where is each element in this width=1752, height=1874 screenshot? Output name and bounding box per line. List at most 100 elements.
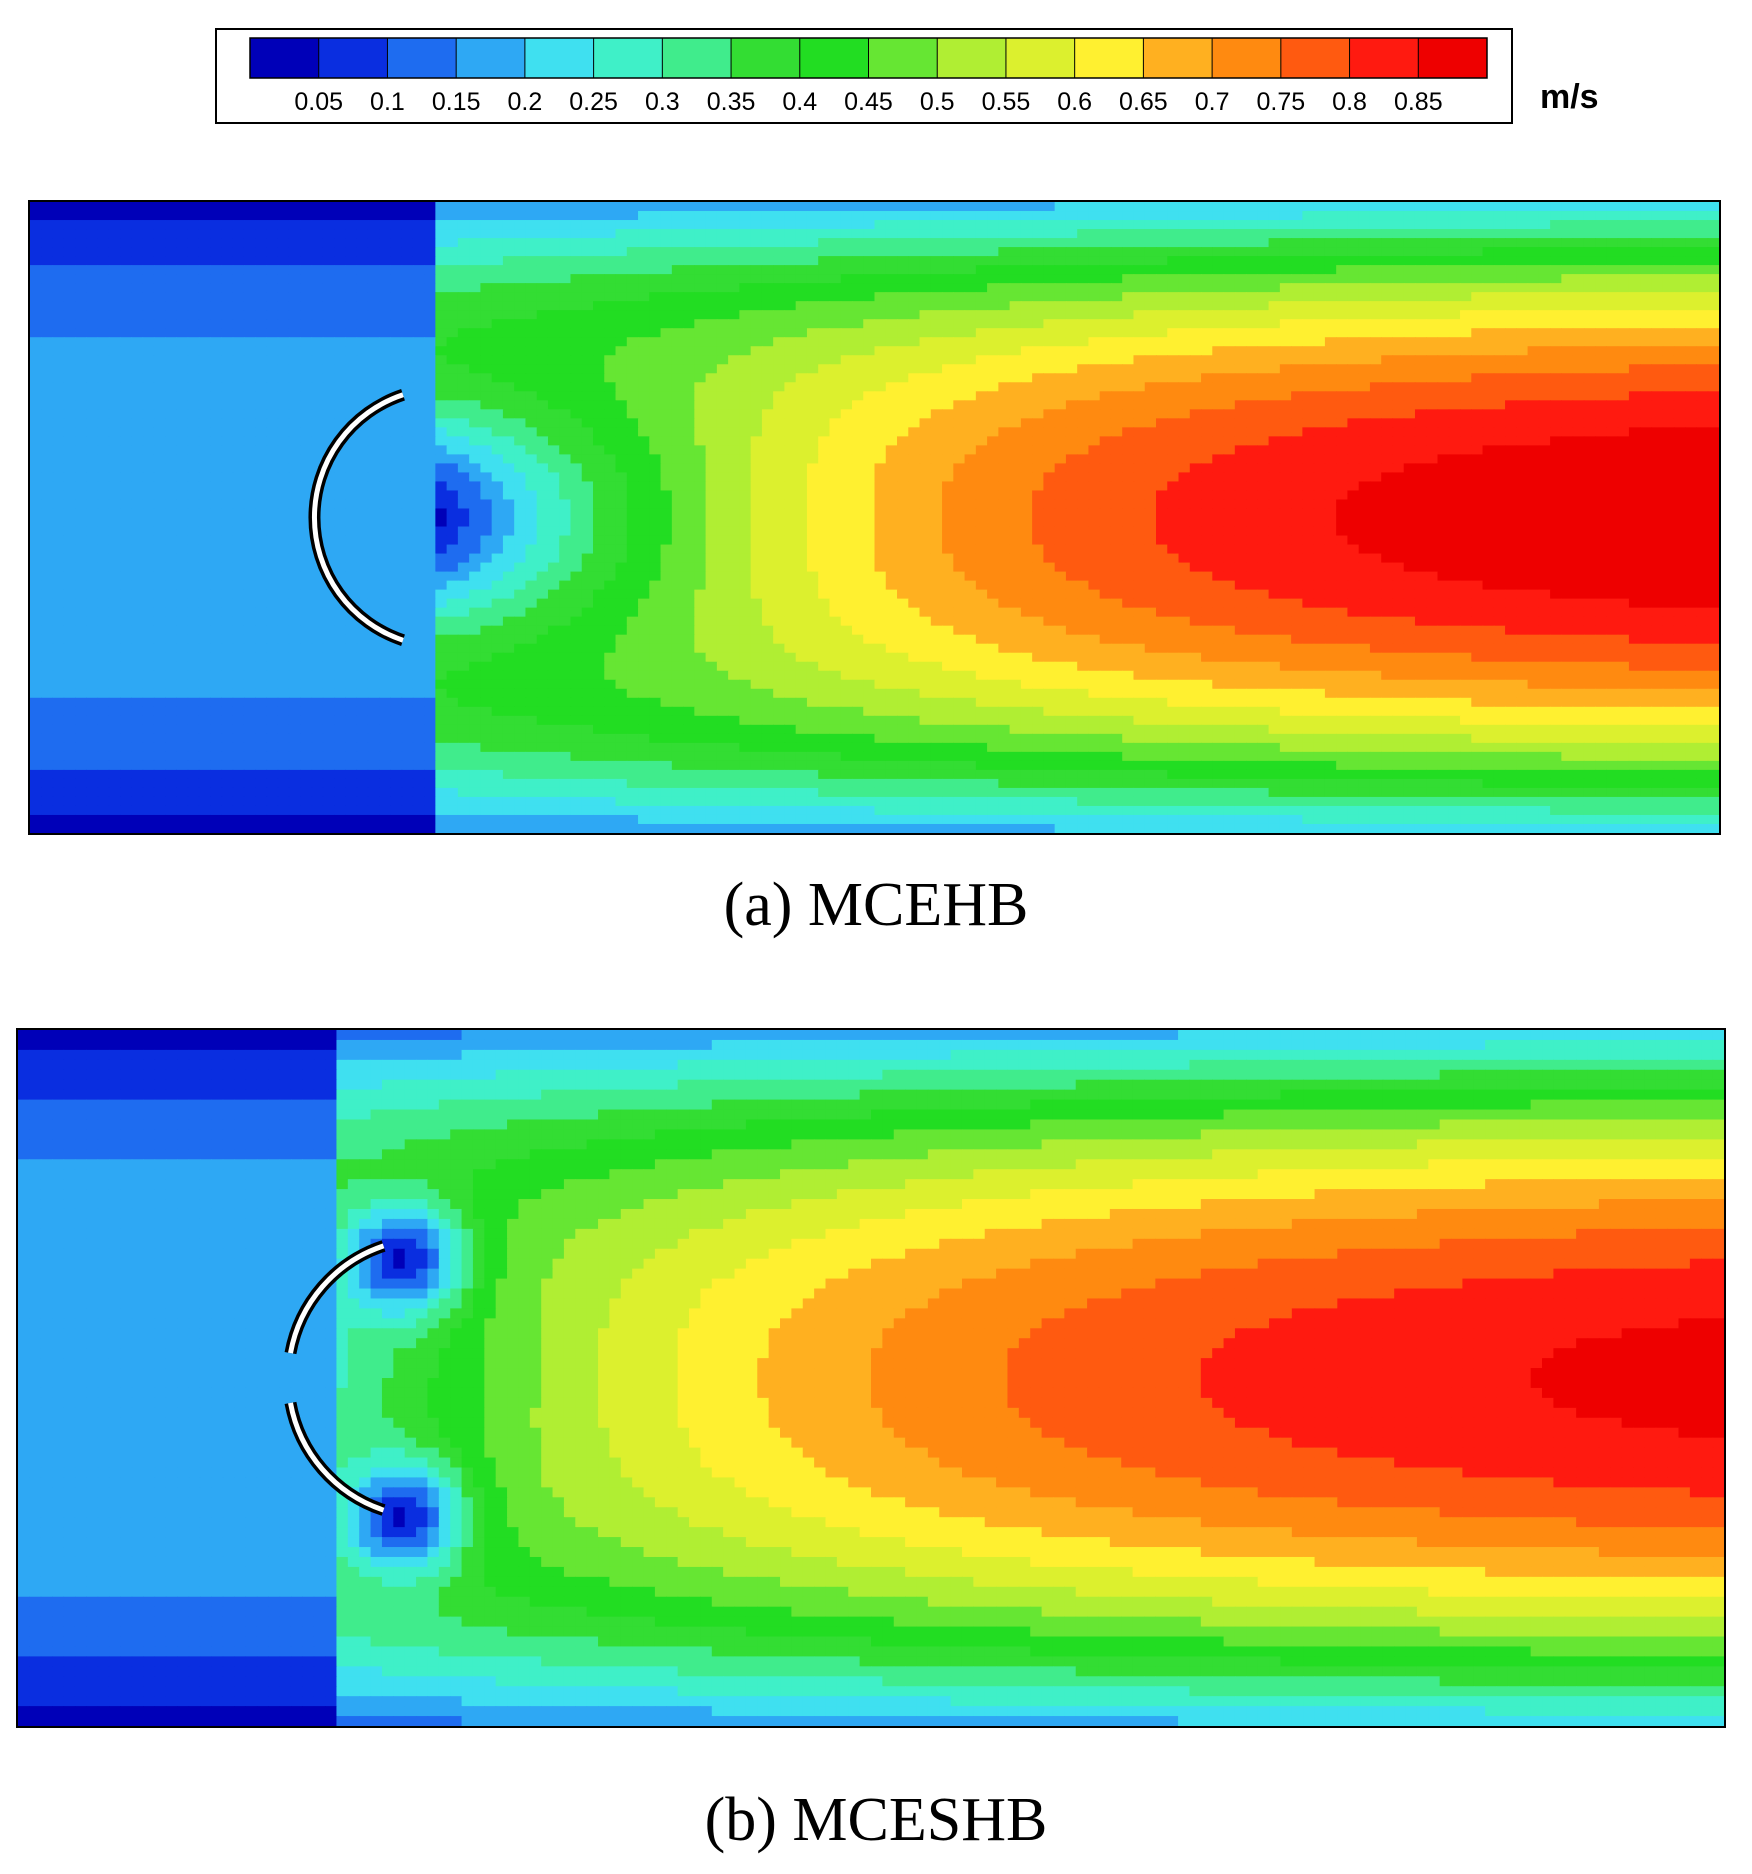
panel-a-cell	[401, 265, 414, 275]
panel-a-cell	[266, 454, 279, 465]
panel-a-cell	[300, 490, 313, 501]
panel-a-cell	[457, 301, 470, 311]
panel-a-cell	[1279, 229, 1292, 239]
panel-a-cell	[1583, 427, 1596, 437]
panel-a-cell	[1583, 490, 1596, 501]
panel-a-cell	[1257, 445, 1270, 455]
panel-a-cell	[1381, 337, 1394, 347]
panel-a-cell	[1279, 256, 1292, 266]
panel-a-cell	[728, 310, 740, 320]
panel-a-cell	[1583, 454, 1596, 465]
panel-a-cell	[232, 247, 245, 257]
panel-a-cell	[457, 418, 470, 428]
panel-a-cell	[840, 364, 853, 374]
panel-a-cell	[75, 481, 87, 492]
panel-a-cell	[1178, 481, 1191, 492]
panel-a-cell	[671, 337, 684, 347]
panel-a-cell	[750, 454, 763, 465]
panel-a-cell	[300, 328, 313, 338]
panel-a-cell	[255, 454, 268, 465]
panel-a-cell	[1583, 274, 1596, 284]
panel-a-cell	[716, 346, 729, 356]
panel-a-cell	[1043, 202, 1056, 212]
panel-a-cell	[165, 301, 177, 311]
panel-a-cell	[1077, 319, 1090, 329]
panel-a-cell	[1628, 400, 1641, 410]
panel-a-cell	[30, 301, 42, 311]
panel-a-cell	[1493, 481, 1506, 492]
panel-a-cell	[243, 292, 256, 302]
panel-a-cell	[694, 463, 707, 474]
panel-a-cell	[210, 238, 223, 248]
panel-a-cell	[1133, 490, 1146, 501]
panel-a-cell	[1246, 319, 1258, 329]
panel-a-cell	[266, 319, 279, 329]
panel-a-cell	[1460, 373, 1472, 383]
panel-a-cell	[1032, 301, 1044, 311]
panel-a-cell	[446, 454, 459, 465]
panel-a-cell	[176, 220, 189, 230]
panel-a-cell	[75, 418, 87, 428]
panel-a-cell	[1707, 418, 1719, 428]
panel-a-cell	[1651, 346, 1664, 356]
panel-a-cell	[446, 418, 459, 428]
panel-a-cell	[818, 472, 831, 483]
panel-a-cell	[593, 256, 605, 266]
panel-a-cell	[277, 301, 290, 311]
panel-a-cell	[424, 319, 436, 329]
panel-a-cell	[86, 274, 99, 284]
panel-a-cell	[795, 400, 808, 410]
panel-a-cell	[345, 490, 358, 501]
panel-a-cell	[1606, 409, 1619, 419]
panel-a-cell	[851, 247, 864, 257]
panel-a-cell	[514, 238, 527, 248]
panel-a-cell	[1133, 202, 1146, 212]
panel-a-cell	[435, 355, 448, 365]
panel-a-cell	[829, 211, 842, 221]
panel-a-cell	[671, 445, 684, 455]
panel-a-cell	[570, 265, 583, 275]
panel-a-cell	[1077, 337, 1090, 347]
panel-a-cell	[851, 391, 864, 401]
panel-a-cell	[806, 391, 819, 401]
panel-a-cell	[570, 400, 583, 410]
panel-a-cell	[1516, 463, 1529, 474]
panel-a-cell	[435, 472, 448, 483]
panel-a-cell	[356, 490, 369, 501]
panel-a-cell	[626, 256, 639, 266]
panel-a-cell	[41, 211, 54, 221]
panel-a-cell	[1020, 409, 1033, 419]
panel-a-cell	[514, 319, 527, 329]
panel-a-cell	[705, 409, 718, 419]
panel-a-cell	[1302, 310, 1315, 320]
panel-a-cell	[1291, 418, 1303, 428]
panel-a-cell	[131, 256, 144, 266]
panel-a-cell	[536, 364, 549, 374]
panel-a-cell	[874, 400, 887, 410]
panel-a-cell	[97, 472, 110, 483]
panel-a-cell	[739, 256, 752, 266]
panel-a-cell	[1437, 472, 1450, 483]
panel-a-cell	[829, 427, 842, 437]
panel-a-cell	[356, 310, 369, 320]
panel-a-cell	[750, 427, 763, 437]
panel-a-cell	[739, 463, 752, 474]
panel-a-cell	[1234, 472, 1247, 483]
panel-a-cell	[1054, 445, 1067, 455]
panel-a-cell	[255, 211, 268, 221]
panel-a-cell	[930, 337, 943, 347]
panel-a-cell	[457, 292, 470, 302]
panel-a-cell	[1606, 445, 1619, 455]
panel-a-cell	[773, 238, 786, 248]
panel-a-cell	[63, 238, 76, 248]
panel-a-cell	[1144, 265, 1157, 275]
panel-a-cell	[1628, 481, 1641, 492]
panel-a-cell	[694, 292, 707, 302]
panel-a-cell	[142, 337, 155, 347]
panel-a-cell	[1313, 445, 1326, 455]
panel-a-cell	[536, 409, 549, 419]
panel-a-cell	[1493, 355, 1506, 365]
panel-a-cell	[874, 283, 887, 293]
panel-a-cell	[1550, 274, 1562, 284]
panel-a-cell	[908, 382, 921, 392]
